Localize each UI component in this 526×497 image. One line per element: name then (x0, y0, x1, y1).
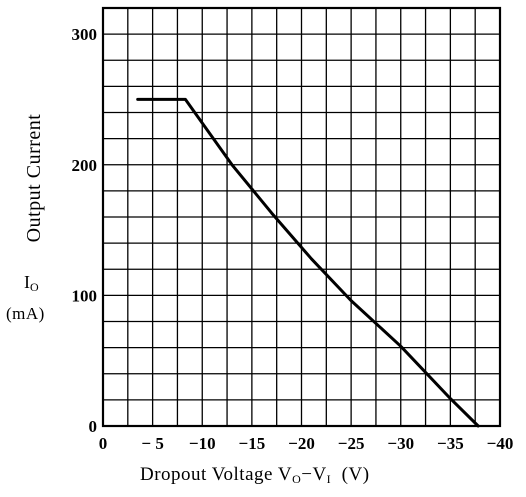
x-tick-label: −25 (338, 434, 365, 453)
y-tick-label: 200 (72, 156, 98, 175)
x-tick-label: −35 (437, 434, 464, 453)
x-axis-label: Dropout Voltage VO−VI (V) (140, 464, 370, 486)
x-tick-label: −10 (189, 434, 216, 453)
tick-labels: 0 − 5 −10 −15 −20 −25 −30 −35 −40 0 100 200 300 (72, 25, 514, 453)
plot-border (101, 6, 502, 428)
x-tick-label: −40 (487, 434, 514, 453)
x-tick-label: − 5 (141, 434, 163, 453)
x-tick-label: −30 (387, 434, 414, 453)
x-tick-label: −15 (239, 434, 266, 453)
y-axis-label: Output Current (23, 114, 45, 243)
y-axis-unit: (mA) (6, 304, 45, 323)
y-axis-symbol: IO (24, 272, 39, 294)
x-tick-label: −20 (288, 434, 315, 453)
x-tick-label: 0 (99, 434, 108, 453)
grid (102, 7, 501, 427)
plot-frame (101, 6, 502, 428)
y-tick-label: 100 (72, 286, 98, 305)
y-tick-label: 0 (89, 417, 98, 436)
series-lines (136, 97, 480, 428)
series-line-output-current (136, 97, 480, 428)
y-tick-label: 300 (72, 25, 98, 44)
